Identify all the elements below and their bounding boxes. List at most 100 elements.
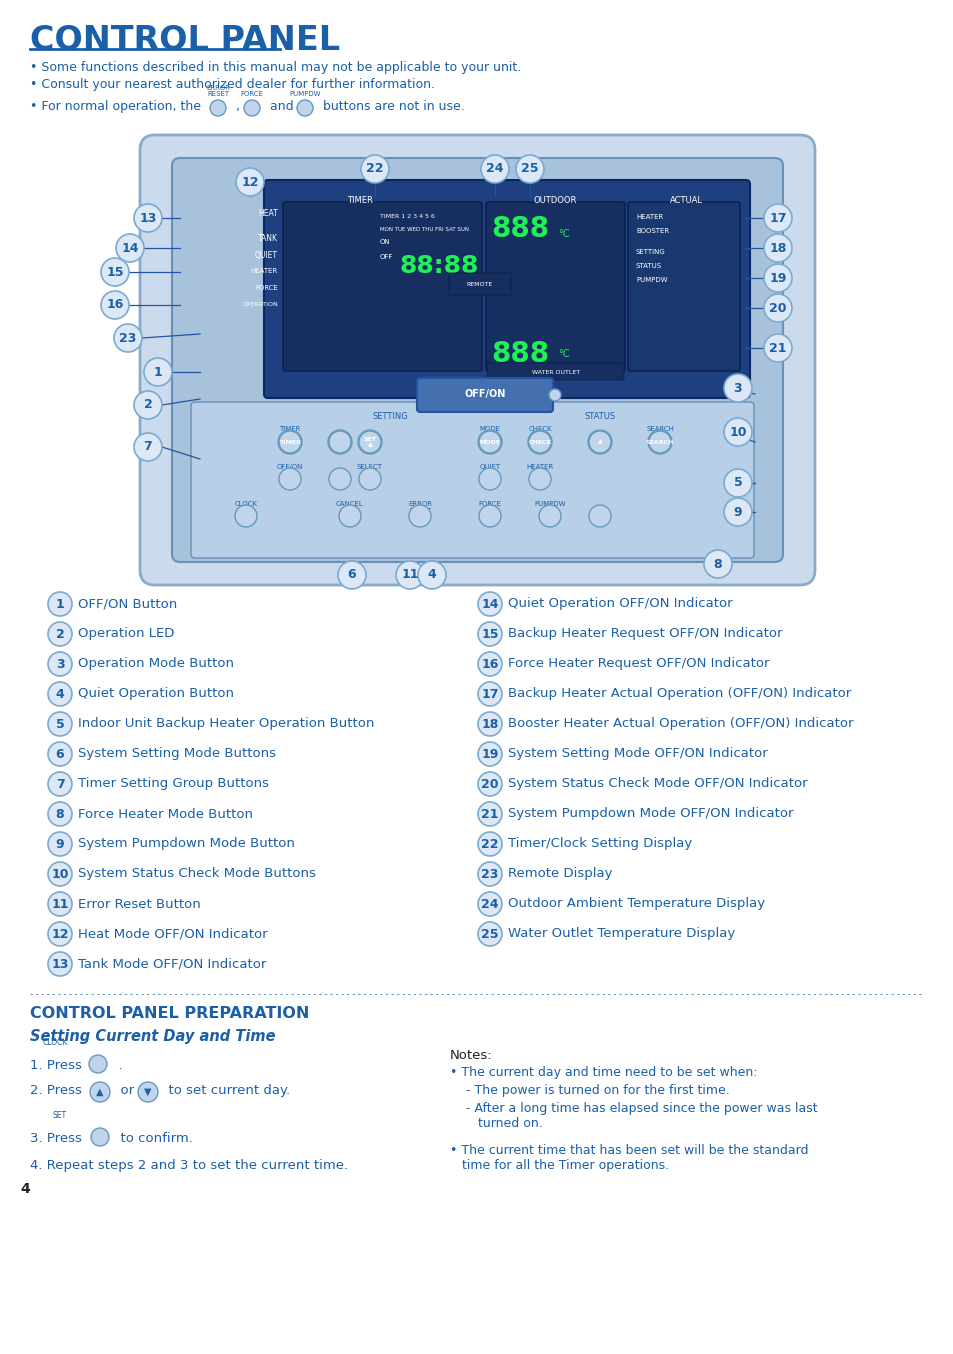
Circle shape [477,682,501,705]
Text: ACTUAL: ACTUAL [669,196,701,204]
Circle shape [133,391,162,418]
Text: buttons are not in use.: buttons are not in use. [314,100,464,112]
Text: 11: 11 [51,898,69,910]
Text: SELECT: SELECT [356,464,382,470]
Circle shape [48,862,71,886]
Circle shape [234,505,256,527]
Text: FORCE: FORCE [254,284,277,291]
Circle shape [409,505,431,527]
Text: °C: °C [558,349,569,359]
Text: System Status Check Mode Buttons: System Status Check Mode Buttons [78,868,315,880]
Circle shape [538,505,560,527]
Circle shape [48,952,71,976]
FancyBboxPatch shape [140,135,814,585]
Text: Remote Display: Remote Display [507,868,612,880]
Text: 4: 4 [20,1182,30,1196]
Text: System Pumpdown Mode OFF/ON Indicator: System Pumpdown Mode OFF/ON Indicator [507,807,793,821]
Text: Backup Heater Actual Operation (OFF/ON) Indicator: Backup Heater Actual Operation (OFF/ON) … [507,688,850,700]
Text: 7: 7 [144,440,152,454]
Circle shape [210,100,226,116]
Circle shape [480,154,509,183]
Text: System Setting Mode Buttons: System Setting Mode Buttons [78,747,275,761]
Text: 11: 11 [401,569,418,581]
Text: .: . [110,1059,123,1072]
Text: STATUS: STATUS [584,412,615,421]
Text: 5: 5 [55,718,64,731]
Text: 888: 888 [491,340,549,368]
Circle shape [48,922,71,946]
Circle shape [358,431,380,454]
Text: 13: 13 [51,957,69,971]
Circle shape [478,505,500,527]
Text: ▼: ▼ [144,1087,152,1097]
Text: TIMER: TIMER [278,440,301,444]
Text: Force Heater Request OFF/ON Indicator: Force Heater Request OFF/ON Indicator [507,658,769,670]
Text: BOOSTER: BOOSTER [636,227,668,234]
Circle shape [477,592,501,616]
Text: Force Heater Mode Button: Force Heater Mode Button [78,807,253,821]
Text: 9: 9 [55,838,64,850]
Text: OPERATION: OPERATION [242,302,277,307]
Circle shape [477,831,501,856]
Text: 888: 888 [491,215,549,242]
Text: Timer Setting Group Buttons: Timer Setting Group Buttons [78,777,269,791]
Text: 1. Press: 1. Press [30,1059,82,1072]
Text: 4: 4 [427,569,436,581]
Text: OFF: OFF [379,255,393,260]
Circle shape [477,653,501,676]
Text: Quiet Operation OFF/ON Indicator: Quiet Operation OFF/ON Indicator [507,597,732,611]
Text: 10: 10 [728,425,746,439]
Text: 15: 15 [480,627,498,640]
Text: STATUS: STATUS [636,263,661,269]
Text: - After a long time has elapsed since the power was last
       turned on.: - After a long time has elapsed since th… [450,1102,817,1131]
Circle shape [48,802,71,826]
Text: 2. Press: 2. Press [30,1085,82,1097]
Text: 12: 12 [241,176,258,188]
Text: ▲: ▲ [597,440,601,444]
Text: OUTDOOR: OUTDOOR [533,196,576,204]
Text: TIMER: TIMER [347,196,373,204]
Text: 20: 20 [480,777,498,791]
Text: CONTROL PANEL: CONTROL PANEL [30,24,340,57]
Text: Tank Mode OFF/ON Indicator: Tank Mode OFF/ON Indicator [78,957,266,971]
Text: PUMPDW: PUMPDW [636,278,667,283]
Text: ,: , [228,100,240,112]
Circle shape [360,154,389,183]
Text: 25: 25 [480,927,498,941]
Circle shape [477,892,501,917]
FancyBboxPatch shape [264,180,749,398]
Text: System Status Check Mode OFF/ON Indicator: System Status Check Mode OFF/ON Indicato… [507,777,807,791]
Circle shape [516,154,543,183]
Text: 17: 17 [480,688,498,700]
Circle shape [723,374,751,402]
Text: Quiet Operation Button: Quiet Operation Button [78,688,233,700]
Text: MODE: MODE [479,440,500,444]
Circle shape [588,431,610,454]
Text: HEATER: HEATER [251,268,277,274]
Circle shape [328,431,352,454]
Text: 16: 16 [106,298,124,311]
FancyBboxPatch shape [416,378,553,412]
Text: 18: 18 [768,241,786,255]
Circle shape [89,1055,107,1072]
Circle shape [763,294,791,322]
Text: Indoor Unit Backup Heater Operation Button: Indoor Unit Backup Heater Operation Butt… [78,718,374,731]
Text: 4: 4 [55,688,64,700]
Text: Backup Heater Request OFF/ON Indicator: Backup Heater Request OFF/ON Indicator [507,627,781,640]
Text: HEATER: HEATER [636,214,662,219]
Text: SEARCH: SEARCH [645,427,673,432]
Circle shape [329,468,351,490]
Text: 7: 7 [55,777,64,791]
Circle shape [587,431,612,454]
Text: Error Reset Button: Error Reset Button [78,898,200,910]
Circle shape [278,468,301,490]
Circle shape [358,468,380,490]
Text: SETTING: SETTING [372,412,408,421]
Text: • Consult your nearest authorized dealer for further information.: • Consult your nearest authorized dealer… [30,79,435,91]
Circle shape [48,682,71,705]
Text: Booster Heater Actual Operation (OFF/ON) Indicator: Booster Heater Actual Operation (OFF/ON)… [507,718,853,731]
Text: OFF/ON Button: OFF/ON Button [78,597,177,611]
Text: 2: 2 [55,627,64,640]
Circle shape [723,418,751,445]
Text: • The current day and time need to be set when:: • The current day and time need to be se… [450,1066,757,1079]
